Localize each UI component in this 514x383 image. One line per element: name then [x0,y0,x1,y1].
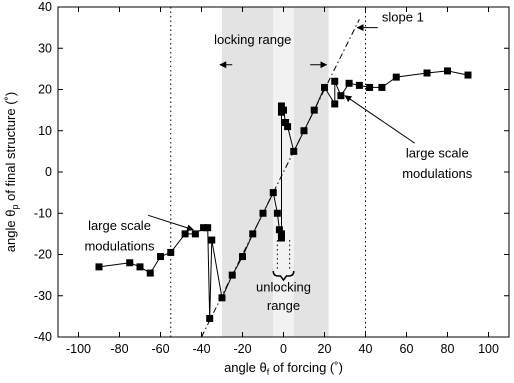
y-axis-label: angle θp of final structure (˚) [3,92,20,252]
modulations-label-right: modulations [402,166,473,181]
x-tick-label-6: 20 [318,342,332,356]
y-tick-label-3: -10 [34,206,52,220]
data-point-5 [167,248,175,256]
data-point-10 [206,314,214,322]
data-point-15 [249,230,257,238]
y-tick-label-7: 30 [38,41,52,55]
data-point-6 [181,230,189,238]
data-point-27 [290,147,298,155]
shaded-band-0 [222,7,274,337]
data-point-4 [157,253,164,261]
data-point-35 [355,81,363,89]
data-point-7 [191,230,199,238]
data-point-11 [208,236,216,244]
data-point-19 [275,226,283,234]
shaded-bands [222,7,329,337]
data-point-25 [282,119,290,126]
dotted-vertical-lines [170,7,366,337]
y-tick-label-2: -20 [34,248,52,262]
y-tick-label-4: 0 [45,165,52,179]
data-point-32 [331,77,339,85]
x-tick-label-5: 0 [280,342,287,356]
x-tick-label-0: -100 [66,342,91,356]
data-point-13 [228,271,236,279]
axis-ticks: -100 -80 -60 -40 -20 0 20 40 60 80 100-40-30-20-10… [34,0,509,356]
slope-1-label: slope 1 [382,9,424,24]
data-point-8 [200,224,208,232]
data-point-28 [300,127,308,135]
large-scale-label-left: large scale [88,218,151,233]
x-axis-label: angle θf of forcing (˚) [224,360,343,377]
locking-range-label: locking range [214,32,291,47]
data-point-24 [280,106,287,114]
y-axis-label-subscript: p [10,205,20,210]
y-tick-label-6: 20 [38,83,52,97]
x-tick-label-10: 100 [478,342,499,356]
x-tick-label-3: -40 [192,342,210,356]
y-tick-label-0: -40 [34,330,52,344]
data-point-33 [337,92,345,100]
data-point-38 [392,73,400,81]
x-tick-label-9: 80 [441,342,455,356]
axis-labels: angle θf of forcing (˚)angle θp of final… [3,92,343,377]
modulations-arrow-right [344,95,415,144]
y-tick-label-8: 40 [38,0,52,14]
data-point-26 [284,123,292,131]
data-point-36 [366,83,374,91]
data-point-3 [146,269,154,277]
x-tick-label-1: -80 [110,342,128,356]
data-point-1 [126,259,134,267]
y-tick-label-5: 10 [38,124,52,138]
data-point-12 [218,294,226,302]
data-point-31 [331,100,339,108]
unlocking-range-brace [272,270,295,282]
x-tick-label-8: 60 [400,342,414,356]
data-point-23 [277,102,285,110]
x-axis-label-unit: of forcing (˚) [269,360,343,375]
x-tick-label-2: -60 [151,342,169,356]
data-point-0 [95,263,103,271]
data-point-21 [277,230,285,238]
x-axis-label-main: angle θ [224,360,267,375]
shaded-band-1 [273,7,294,337]
y-axis-label-main: angle θ [3,210,18,253]
data-point-29 [310,106,318,114]
x-tick-label-7: 40 [359,342,373,356]
unlocking-label: unlocking [256,280,311,295]
data-point-2 [136,263,144,271]
data-point-20 [277,234,285,242]
data-point-37 [378,83,386,91]
data-point-9 [204,224,212,232]
x-axis-label-subscript: f [267,367,270,377]
y-axis-label-unit: of final structure (˚) [3,92,18,205]
data-point-34 [345,79,353,87]
annotations: locking range slope 1 large scale modulatio… [84,9,472,313]
data-point-40 [444,67,451,75]
unlocking-range-label: range [267,298,300,313]
data-point-16 [259,209,267,217]
large-scale-label-right: large scale [406,146,469,161]
data-series [95,67,472,322]
data-point-17 [269,189,277,197]
data-point-14 [239,253,246,261]
data-point-30 [321,83,328,91]
y-tick-label-1: -30 [34,289,52,303]
modulations-label-left: modulations [84,238,155,253]
data-point-41 [464,71,472,79]
modulations-arrow-left [148,214,194,232]
data-point-18 [273,209,281,217]
data-point-39 [423,69,431,77]
x-tick-label-4: -20 [233,342,251,356]
